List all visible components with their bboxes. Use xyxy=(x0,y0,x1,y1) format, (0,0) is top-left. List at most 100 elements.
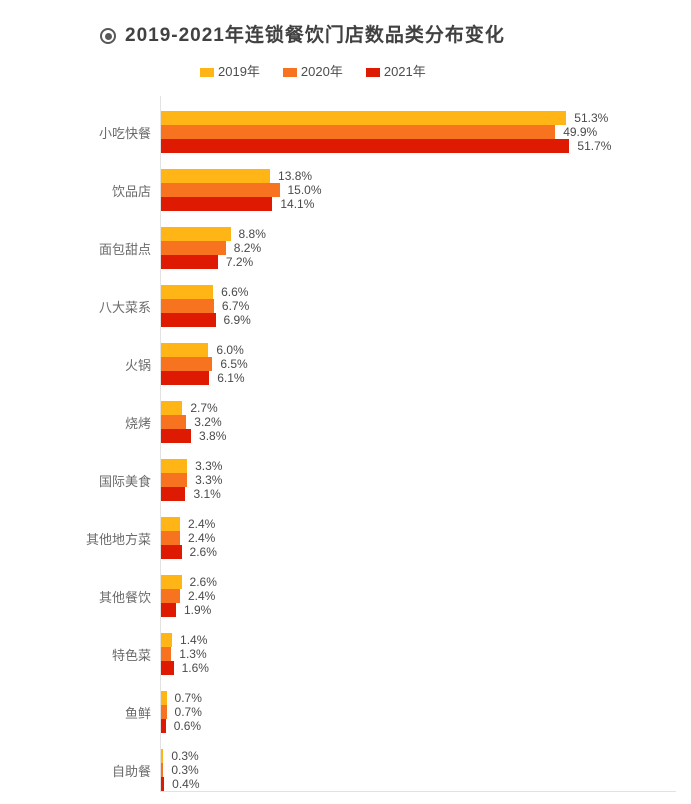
bar-2020年 xyxy=(161,647,172,661)
legend-swatch-2019 xyxy=(200,67,214,77)
bar-2021年 xyxy=(161,371,210,385)
bar-value-label: 0.7% xyxy=(174,691,202,705)
bar-line: 0.7% xyxy=(161,691,676,705)
category-label: 自助餐 xyxy=(111,763,151,779)
bar-value-label: 0.3% xyxy=(171,749,199,763)
category-label: 其他地方菜 xyxy=(85,531,151,547)
bar-value-label: 6.7% xyxy=(221,299,250,313)
bullseye-dot xyxy=(104,32,112,40)
bar-value-label: 2.6% xyxy=(189,545,217,559)
bar-line: 6.1% xyxy=(161,371,676,385)
category-row: 其他餐饮 2.6% 2.4% 1.9% xyxy=(99,575,676,617)
category-label: 面包甜点 xyxy=(98,241,151,257)
bar-2019年 xyxy=(161,401,183,415)
bar-chart-plot-area: 小吃快餐 51.3% 49.9% 51.7% 饮品店 13.8% 15.0% 14.1% 面包甜… xyxy=(86,96,676,792)
bar-line: 6.6% xyxy=(161,285,676,299)
bar-value-label: 3.1% xyxy=(193,487,221,501)
bar-2021年 xyxy=(161,777,165,791)
bar-line: 2.4% xyxy=(161,589,676,603)
bar-2021年 xyxy=(161,429,192,443)
bar-value-label: 0.6% xyxy=(173,719,202,733)
bar-value-label: 2.4% xyxy=(187,589,216,603)
category-label: 八大菜系 xyxy=(98,299,151,315)
bar-2020年 xyxy=(161,531,180,545)
bar-value-label: 6.0% xyxy=(216,343,244,357)
bar-2020年 xyxy=(161,357,213,371)
category-row: 鱼鲜 0.7% 0.7% 0.6% xyxy=(125,691,676,733)
bar-2021年 xyxy=(161,719,166,733)
bar-line: 3.3% xyxy=(161,459,676,473)
bar-2021年 xyxy=(161,487,186,501)
legend-label: 2020年 xyxy=(300,64,343,79)
category-label: 鱼鲜 xyxy=(124,705,151,721)
bar-2020年 xyxy=(161,763,164,777)
bar-line: 2.4% xyxy=(161,531,676,545)
bar-line: 6.7% xyxy=(161,299,676,313)
bar-line: 2.6% xyxy=(161,575,676,589)
bar-2020年 xyxy=(161,473,188,487)
bar-2019年 xyxy=(161,227,231,241)
bar-2019年 xyxy=(161,575,182,589)
bar-line: 51.3% xyxy=(161,111,676,125)
bar-value-label: 2.4% xyxy=(187,517,216,531)
category-row: 饮品店 13.8% 15.0% 14.1% xyxy=(112,169,676,211)
bar-value-label: 8.2% xyxy=(233,241,262,255)
bar-value-label: 2.7% xyxy=(190,401,218,415)
chart-title-row: 2019-2021年连锁餐饮门店数品类分布变化 xyxy=(0,0,691,48)
category-row: 火锅 6.0% 6.5% 6.1% xyxy=(125,343,676,385)
bar-line: 1.9% xyxy=(161,603,676,617)
bar-value-label: 8.8% xyxy=(238,227,266,241)
bar-2019年 xyxy=(161,343,209,357)
bar-2019年 xyxy=(161,459,188,473)
bar-value-label: 0.3% xyxy=(171,763,199,777)
bar-line: 49.9% xyxy=(161,125,676,139)
category-row: 烧烤 2.7% 3.2% 3.8% xyxy=(125,401,676,443)
category-row: 国际美食 3.3% 3.3% 3.1% xyxy=(99,459,676,501)
category-label: 小吃快餐 xyxy=(98,125,151,141)
category-label: 特色菜 xyxy=(111,647,151,663)
category-row: 自助餐 0.3% 0.3% 0.4% xyxy=(112,749,676,791)
bar-value-label: 7.2% xyxy=(225,255,254,269)
bar-line: 8.2% xyxy=(161,241,676,255)
bar-value-label: 15.0% xyxy=(287,183,322,197)
bar-value-label: 3.3% xyxy=(195,459,223,473)
bar-line: 0.3% xyxy=(161,749,676,763)
bar-2021年 xyxy=(161,197,273,211)
bar-line: 13.8% xyxy=(161,169,676,183)
legend-swatch-2020 xyxy=(282,67,297,77)
bar-2021年 xyxy=(161,255,218,269)
bar-line: 1.6% xyxy=(161,661,676,675)
bar-2019年 xyxy=(161,517,180,531)
bar-2020年 xyxy=(161,125,556,139)
bar-value-label: 2.4% xyxy=(187,531,216,545)
legend-item-2019: 2019年 xyxy=(200,65,260,79)
bar-2020年 xyxy=(161,299,214,313)
bar-line: 0.4% xyxy=(161,777,676,791)
bar-value-label: 6.9% xyxy=(223,313,251,327)
bar-value-label: 1.6% xyxy=(181,661,209,675)
bar-line: 6.0% xyxy=(161,343,676,357)
bar-value-label: 51.7% xyxy=(577,139,612,153)
legend: 2019年 2020年 2021年 xyxy=(200,65,691,79)
bar-2020年 xyxy=(161,705,167,719)
category-row: 特色菜 1.4% 1.3% 1.6% xyxy=(112,633,676,675)
bar-value-label: 6.5% xyxy=(220,357,248,371)
bar-line: 15.0% xyxy=(161,183,676,197)
category-label: 烧烤 xyxy=(124,415,151,431)
bar-line: 2.6% xyxy=(161,545,676,559)
bar-2019年 xyxy=(161,285,214,299)
bar-2021年 xyxy=(161,313,216,327)
bar-2020年 xyxy=(161,415,187,429)
legend-swatch-2021 xyxy=(365,67,380,77)
bar-line: 3.2% xyxy=(161,415,676,429)
bar-line: 7.2% xyxy=(161,255,676,269)
bar-line: 3.1% xyxy=(161,487,676,501)
chart-title: 2019-2021年连锁餐饮门店数品类分布变化 xyxy=(125,25,505,46)
bar-line: 0.3% xyxy=(161,763,676,777)
bar-value-label: 14.1% xyxy=(280,197,315,211)
category-row: 八大菜系 6.6% 6.7% 6.9% xyxy=(99,285,676,327)
bar-value-label: 6.6% xyxy=(221,285,249,299)
bar-line: 2.7% xyxy=(161,401,676,415)
bar-value-label: 13.8% xyxy=(278,169,313,183)
bar-line: 0.7% xyxy=(161,705,676,719)
